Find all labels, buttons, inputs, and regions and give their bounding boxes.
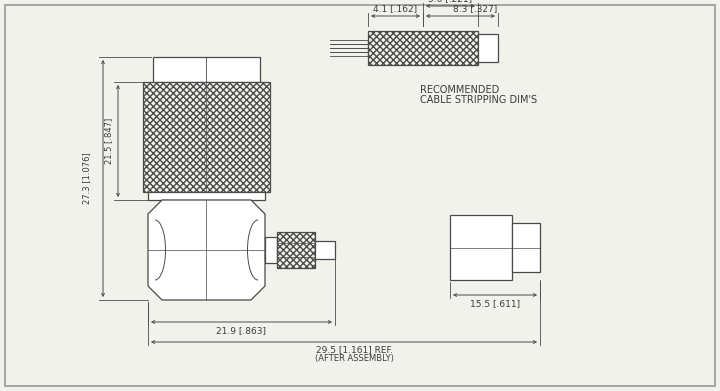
Text: 15.5 [.611]: 15.5 [.611] bbox=[470, 300, 520, 308]
Text: (AFTER ASSEMBLY): (AFTER ASSEMBLY) bbox=[315, 353, 393, 362]
Text: 4.1 [.162]: 4.1 [.162] bbox=[374, 5, 418, 14]
Bar bbox=[265, 237, 277, 263]
Text: 29.5 [1.161] REF.: 29.5 [1.161] REF. bbox=[315, 346, 392, 355]
Bar bbox=[148, 192, 265, 200]
Bar bbox=[368, 40, 423, 56]
Bar bbox=[315, 241, 335, 259]
Text: 27.3 [1.076]: 27.3 [1.076] bbox=[83, 152, 91, 204]
Text: RECOMMENDED: RECOMMENDED bbox=[420, 85, 499, 95]
Bar bbox=[512, 223, 540, 272]
Text: 21.9 [.863]: 21.9 [.863] bbox=[217, 326, 266, 335]
Bar bbox=[143, 82, 270, 192]
Bar bbox=[153, 57, 260, 82]
Text: 8.3 [.327]: 8.3 [.327] bbox=[454, 5, 498, 14]
Text: CABLE STRIPPING DIM'S: CABLE STRIPPING DIM'S bbox=[420, 95, 537, 105]
Bar bbox=[368, 31, 478, 65]
Bar bbox=[478, 34, 498, 62]
Text: 5.6 [.221]: 5.6 [.221] bbox=[428, 0, 472, 4]
Polygon shape bbox=[148, 200, 265, 300]
Bar bbox=[450, 215, 512, 280]
Text: 21.5 [.847]: 21.5 [.847] bbox=[104, 118, 114, 164]
Bar bbox=[277, 232, 315, 268]
